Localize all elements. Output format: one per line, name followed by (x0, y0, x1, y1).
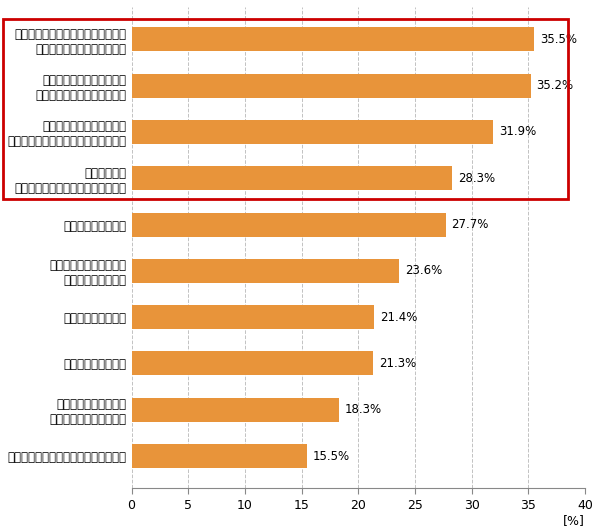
Text: 21.3%: 21.3% (379, 357, 416, 370)
Text: 28.3%: 28.3% (458, 172, 495, 185)
Text: 21.4%: 21.4% (380, 311, 417, 324)
Text: 35.5%: 35.5% (540, 33, 577, 46)
Text: [%]: [%] (563, 514, 585, 527)
Bar (131, 351, 373, 375)
Bar (131, 213, 446, 236)
Text: 35.2%: 35.2% (536, 79, 574, 92)
Bar (131, 444, 307, 468)
Text: 27.7%: 27.7% (451, 218, 488, 231)
Bar (131, 74, 530, 98)
Bar (131, 259, 399, 283)
Text: 31.9%: 31.9% (499, 126, 536, 138)
Text: 15.5%: 15.5% (313, 449, 350, 463)
Bar (131, 28, 534, 51)
Bar (131, 120, 493, 144)
Bar (131, 166, 452, 190)
Text: 23.6%: 23.6% (405, 264, 442, 277)
Bar (131, 305, 374, 329)
Text: 18.3%: 18.3% (345, 403, 382, 416)
Bar (131, 398, 339, 422)
